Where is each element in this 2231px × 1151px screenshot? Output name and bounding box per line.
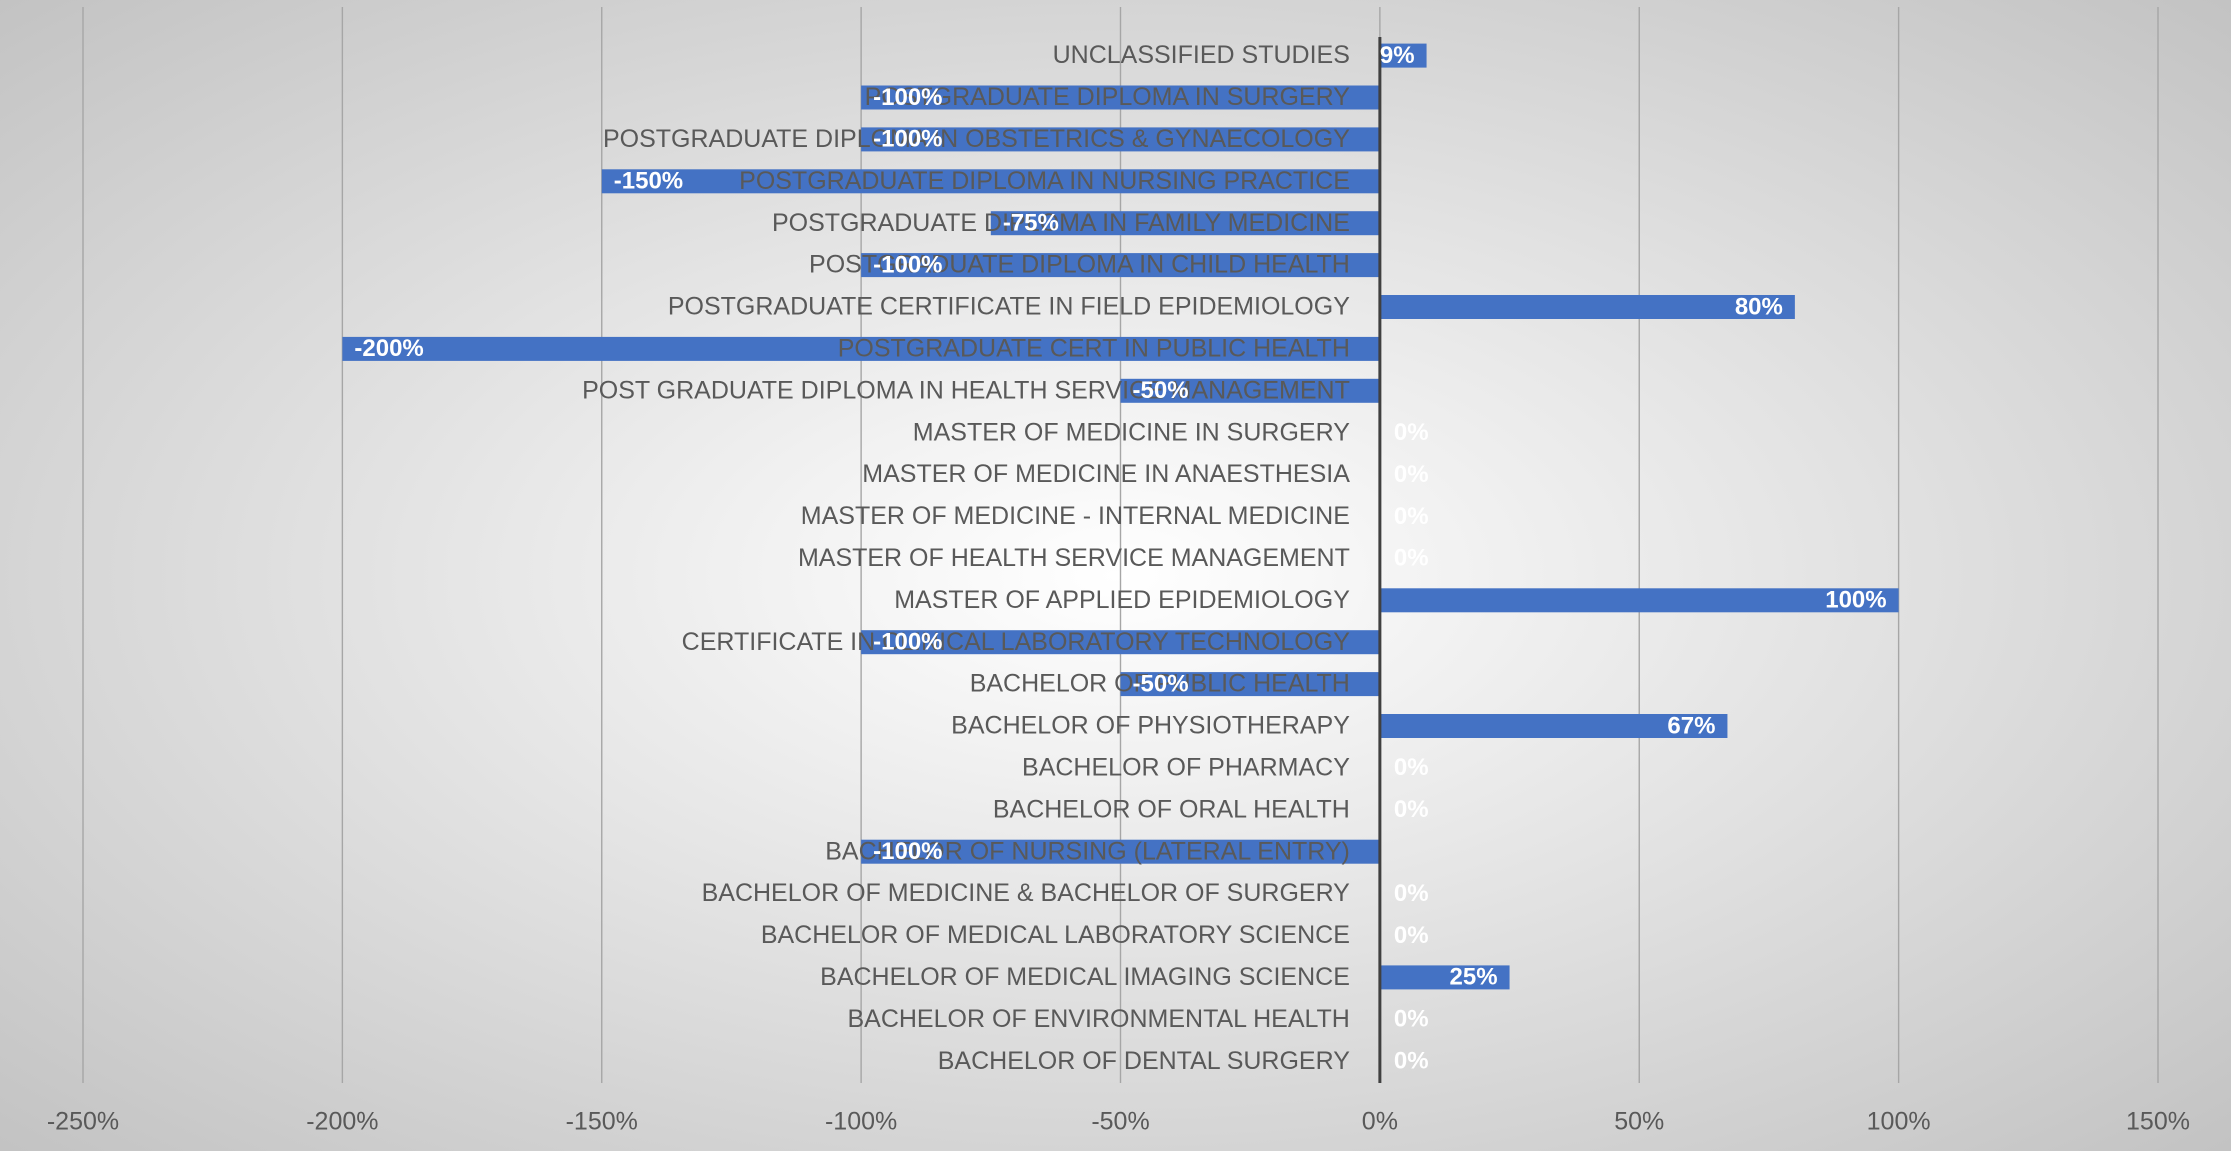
- x-tick-label: 50%: [1614, 1108, 1664, 1136]
- bar: [861, 127, 1380, 152]
- category-label: BACHELOR OF PHARMACY: [1022, 754, 1350, 782]
- value-label: -75%: [1003, 210, 1059, 237]
- value-label: 0%: [1394, 1006, 1429, 1033]
- value-label: 100%: [1825, 587, 1886, 614]
- category-label: POST GRADUATE DIPLOMA IN HEALTH SERVICE …: [582, 376, 1350, 404]
- bar: [990, 211, 1380, 236]
- value-label: 0%: [1394, 796, 1429, 823]
- x-tick-label: -250%: [47, 1108, 119, 1136]
- value-label: -200%: [354, 335, 423, 362]
- x-tick-label: -100%: [825, 1108, 897, 1136]
- x-tick-label: 0%: [1362, 1108, 1398, 1136]
- bar: [1120, 672, 1380, 697]
- value-label: 25%: [1450, 964, 1498, 991]
- category-label: POSTGRADUATE DIPLOMA IN NURSING PRACTICE: [739, 167, 1350, 195]
- value-label: 0%: [1394, 880, 1429, 907]
- bar: [861, 839, 1380, 864]
- value-label: -50%: [1133, 377, 1189, 404]
- value-label: 0%: [1394, 545, 1429, 572]
- category-label: BACHELOR OF MEDICAL IMAGING SCIENCE: [820, 963, 1350, 991]
- category-label: POSTGRADUATE DIPLOMA IN CHILD HEALTH: [809, 251, 1350, 279]
- value-label: -100%: [873, 251, 942, 278]
- value-label: 0%: [1394, 1048, 1429, 1075]
- value-label: -50%: [1133, 670, 1189, 697]
- category-label: MASTER OF MEDICINE IN SURGERY: [913, 418, 1350, 446]
- x-tick-label: 150%: [2126, 1108, 2190, 1136]
- bar: [1120, 378, 1380, 403]
- category-label: MASTER OF APPLIED EPIDEMIOLOGY: [894, 586, 1350, 614]
- category-label: MASTER OF MEDICINE - INTERNAL MEDICINE: [801, 502, 1350, 530]
- category-label: UNCLASSIFIED STUDIES: [1053, 41, 1350, 69]
- category-label: BACHELOR OF ORAL HEALTH: [993, 795, 1350, 823]
- value-label: 0%: [1394, 461, 1429, 488]
- category-label: POSTGRADUATE DIPLOMA IN FAMILY MEDICINE: [772, 209, 1350, 237]
- x-tick-label: -50%: [1091, 1108, 1149, 1136]
- value-label: -100%: [873, 838, 942, 865]
- value-label: 0%: [1394, 419, 1429, 446]
- value-label: 67%: [1667, 712, 1715, 739]
- category-label: POSTGRADUATE DIPLOMA IN OBSTETRICS & GYN…: [603, 125, 1350, 153]
- value-label: 0%: [1394, 922, 1429, 949]
- value-label: 0%: [1394, 754, 1429, 781]
- bar: [342, 336, 1380, 361]
- value-label: -100%: [873, 126, 942, 153]
- bar: [861, 253, 1380, 278]
- value-label: -150%: [614, 168, 683, 195]
- category-label: BACHELOR OF MEDICINE & BACHELOR OF SURGE…: [702, 879, 1351, 907]
- x-tick-label: -150%: [566, 1108, 638, 1136]
- category-label: POSTGRADUATE DIPLOMA IN SURGERY: [865, 83, 1351, 111]
- bar: [601, 169, 1380, 194]
- category-label: CERTIFICATE IN CLINICAL LABORATORY TECHN…: [682, 628, 1351, 656]
- value-label: 9%: [1380, 42, 1415, 69]
- bar: [1379, 295, 1795, 319]
- value-label: 80%: [1735, 293, 1783, 320]
- category-label: MASTER OF HEALTH SERVICE MANAGEMENT: [798, 544, 1350, 572]
- value-label: 0%: [1394, 503, 1429, 530]
- bar: [861, 85, 1380, 110]
- x-tick-label: 100%: [1867, 1108, 1931, 1136]
- category-label: POSTGRADUATE CERT IN PUBLIC HEALTH: [838, 335, 1350, 363]
- bar: [1379, 965, 1510, 990]
- category-label: BACHELOR OF ENVIRONMENTAL HEALTH: [847, 1005, 1349, 1033]
- value-label: -100%: [873, 629, 942, 656]
- value-label: -100%: [873, 84, 942, 111]
- x-tick-label: -200%: [306, 1108, 378, 1136]
- category-label: POSTGRADUATE CERTIFICATE IN FIELD EPIDEM…: [668, 293, 1350, 321]
- category-label: MASTER OF MEDICINE IN ANAESTHESIA: [862, 460, 1350, 488]
- category-label: BACHELOR OF MEDICAL LABORATORY SCIENCE: [761, 921, 1350, 949]
- category-label: BACHELOR OF DENTAL SURGERY: [938, 1047, 1350, 1075]
- category-label: BACHELOR OF NURSING (LATERAL ENTRY): [825, 837, 1350, 865]
- category-label: BACHELOR OF PHYSIOTHERAPY: [951, 712, 1350, 740]
- bar: [1379, 714, 1728, 738]
- bar: [1379, 43, 1427, 68]
- bar: [1379, 588, 1899, 613]
- category-label: BACHELOR OF PUBLIC HEALTH: [970, 670, 1350, 698]
- bar: [861, 630, 1380, 655]
